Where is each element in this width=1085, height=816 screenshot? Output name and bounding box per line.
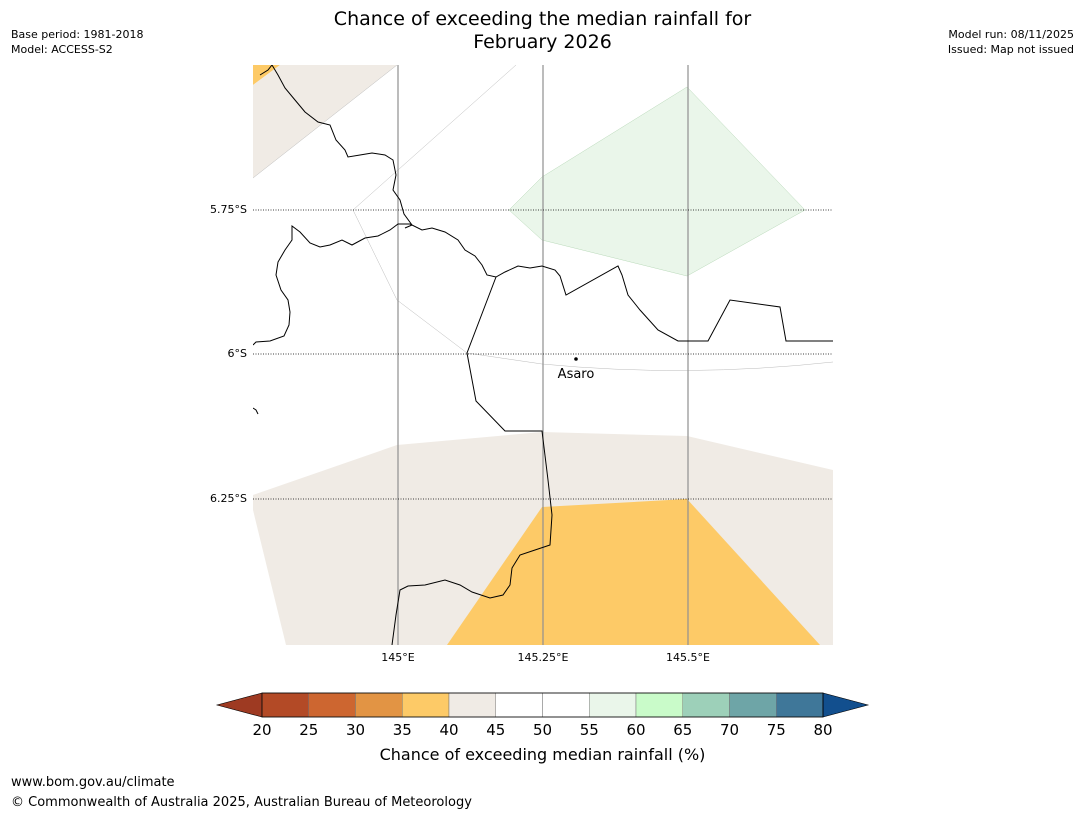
colorbar-segment-50-55 [542, 692, 590, 718]
colorbar-segment-25-30 [308, 692, 356, 718]
lat-label-6s: 6°S [228, 347, 247, 360]
colorbar-tick-70: 70 [720, 721, 739, 739]
colorbar-tick-60: 60 [626, 721, 645, 739]
colorbar-segment-60-65 [635, 692, 683, 718]
graticule-meridians [397, 65, 689, 645]
graticule-parallels [253, 209, 833, 500]
lon-label-145-5e: 145.5°E [666, 651, 710, 664]
lat-label-6-25s: 6.25°S [210, 492, 247, 505]
colorbar-tick-35: 35 [393, 721, 412, 739]
colorbar-segment-75-80 [776, 692, 824, 718]
colorbar-segment-40-45 [448, 692, 496, 718]
interpolation-edges [253, 65, 833, 371]
asaro-town-marker [574, 357, 578, 361]
colorbar-tick-55: 55 [580, 721, 599, 739]
lat-label-5-75s: 5.75°S [210, 203, 247, 216]
colorbar-tick-40: 40 [439, 721, 458, 739]
map-title: Chance of exceeding the median rainfall … [0, 8, 1085, 54]
colorbar-segment-55-60 [589, 692, 637, 718]
colorbar-extend-high [822, 692, 870, 718]
colorbar-segment-35-40 [402, 692, 450, 718]
shade-35-40-south [447, 499, 820, 645]
footer-url: www.bom.gov.au/climate [11, 775, 175, 790]
colorbar-outline [261, 692, 824, 718]
asaro-label: Asaro [558, 367, 595, 382]
shade-55-60-northeast [508, 86, 806, 277]
colorbar-tick-65: 65 [673, 721, 692, 739]
colorbar-segment-70-75 [729, 692, 777, 718]
colorbar-segment-65-70 [682, 692, 730, 718]
colorbar-tick-30: 30 [346, 721, 365, 739]
colorbar-tick-80: 80 [813, 721, 832, 739]
colorbar-extend-low [215, 692, 263, 718]
colorbar-segment-20-25 [261, 692, 309, 718]
colorbar-tick-45: 45 [486, 721, 505, 739]
map-area [253, 65, 833, 645]
title-line-2: February 2026 [473, 31, 612, 53]
colorbar-tick-20: 20 [252, 721, 271, 739]
meta-left: Base period: 1981-2018 Model: ACCESS-S2 [11, 27, 143, 57]
province-boundaries [253, 65, 833, 645]
colorbar-title: Chance of exceeding median rainfall (%) [379, 745, 706, 764]
colorbar-segment-45-50 [495, 692, 543, 718]
model-run: Model run: 08/11/2025 [948, 28, 1074, 41]
colorbar-tick-75: 75 [767, 721, 786, 739]
base-period: Base period: 1981-2018 [11, 28, 144, 41]
meta-right: Model run: 08/11/2025 Issued: Map not is… [948, 27, 1074, 57]
colorbar-segment-30-35 [355, 692, 403, 718]
lon-label-145e: 145°E [381, 651, 414, 664]
colorbar: 20 25 30 35 40 45 50 55 60 65 70 75 80 [215, 692, 870, 739]
issued-status: Issued: Map not issued [947, 43, 1074, 56]
lon-label-145-25e: 145.25°E [518, 651, 569, 664]
footer-copyright: © Commonwealth of Australia 2025, Austra… [11, 795, 472, 810]
colorbar-tick-50: 50 [533, 721, 552, 739]
colorbar-tick-25: 25 [299, 721, 318, 739]
model-name: Model: ACCESS-S2 [11, 43, 113, 56]
title-line-1: Chance of exceeding the median rainfall … [333, 8, 752, 30]
